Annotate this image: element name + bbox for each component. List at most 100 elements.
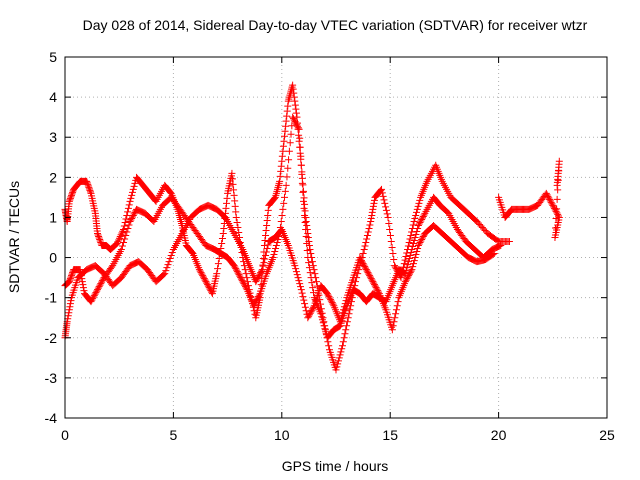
data-point-marker: [205, 284, 213, 292]
data-point-marker: [230, 262, 238, 270]
data-point-marker: [413, 205, 421, 213]
data-point-marker: [545, 194, 553, 202]
data-point-marker: [361, 263, 369, 271]
y-tick-label: 3: [49, 129, 57, 145]
data-point-marker: [131, 179, 139, 187]
data-point-marker: [257, 267, 265, 275]
data-point-marker: [303, 240, 311, 248]
data-point-marker: [283, 173, 291, 181]
data-point-marker: [67, 193, 75, 201]
data-point-marker: [241, 283, 249, 291]
data-point-marker: [199, 273, 207, 281]
data-point-marker: [235, 271, 243, 279]
data-point-marker: [94, 284, 102, 292]
data-point-marker: [165, 258, 173, 266]
data-point-marker: [66, 196, 74, 204]
data-point-marker: [416, 218, 424, 226]
data-point-marker: [301, 218, 309, 226]
data-point-marker: [277, 167, 285, 175]
data-point-marker: [490, 250, 498, 258]
data-point-marker: [309, 305, 317, 313]
data-point-marker: [386, 231, 394, 239]
data-point-marker: [229, 180, 237, 188]
data-point-marker: [250, 302, 258, 310]
data-point-marker: [308, 306, 316, 314]
data-point-marker: [122, 231, 130, 239]
data-point-marker: [65, 278, 73, 286]
data-point-marker: [386, 225, 394, 233]
y-tick-label: 5: [49, 49, 57, 65]
data-point-marker: [84, 180, 92, 188]
data-point-marker: [546, 197, 554, 205]
data-point-marker: [412, 251, 420, 259]
data-point-marker: [285, 147, 293, 155]
data-point-marker: [282, 122, 290, 130]
data-point-marker: [276, 172, 284, 180]
data-point-marker: [299, 181, 307, 189]
data-point-marker: [359, 250, 367, 258]
data-point-marker: [79, 284, 87, 292]
data-point-marker: [403, 275, 411, 283]
data-point-marker: [291, 101, 299, 109]
data-point-marker: [250, 300, 258, 308]
data-point-marker: [310, 289, 318, 297]
data-point-marker: [293, 271, 301, 279]
data-point-marker: [317, 310, 325, 318]
data-point-marker: [375, 288, 383, 296]
data-point-marker: [163, 264, 171, 272]
data-point-marker: [269, 254, 277, 262]
data-point-marker: [167, 252, 175, 260]
data-point-marker: [553, 195, 561, 203]
data-point-marker: [117, 231, 125, 239]
data-point-marker: [297, 152, 305, 160]
data-point-marker: [262, 226, 270, 234]
y-tick-label: 4: [49, 89, 57, 105]
data-point-marker: [405, 272, 413, 280]
data-point-marker: [318, 313, 326, 321]
data-point-marker: [418, 214, 426, 222]
x-tick-label: 20: [491, 427, 507, 443]
data-point-marker: [286, 139, 294, 147]
data-point-marker: [542, 189, 550, 197]
y-tick-label: 1: [49, 209, 57, 225]
data-point-marker: [333, 363, 341, 371]
data-point-marker: [405, 258, 413, 266]
data-point-marker: [64, 312, 72, 320]
data-point-marker: [65, 309, 73, 317]
data-point-marker: [410, 260, 418, 268]
data-point-marker: [363, 267, 371, 275]
data-point-marker: [255, 272, 263, 280]
data-point-marker: [304, 229, 312, 237]
data-point-marker: [214, 265, 222, 273]
data-point-marker: [307, 274, 315, 282]
data-point-marker: [362, 264, 370, 272]
data-point-marker: [220, 224, 228, 232]
data-point-marker: [303, 247, 311, 255]
data-point-marker: [388, 244, 396, 252]
data-point-marker: [126, 197, 134, 205]
data-point-marker: [400, 260, 408, 268]
data-point-marker: [129, 211, 137, 219]
data-point-marker: [420, 211, 428, 219]
data-point-marker: [263, 245, 271, 253]
data-point-marker: [68, 270, 76, 278]
data-point-marker: [278, 211, 286, 219]
data-point-marker: [309, 284, 317, 292]
data-point-marker: [417, 237, 425, 245]
data-point-marker: [309, 262, 317, 270]
data-point-marker: [289, 81, 297, 89]
data-point-marker: [305, 312, 313, 320]
data-point-marker: [127, 216, 135, 224]
data-point-marker: [408, 228, 416, 236]
data-point-marker: [289, 115, 297, 123]
data-point-marker: [264, 211, 272, 219]
data-point-marker: [379, 192, 387, 200]
data-point-marker: [218, 240, 226, 248]
data-point-marker: [83, 177, 91, 185]
data-point-marker: [345, 310, 353, 318]
data-point-marker: [554, 186, 562, 194]
data-point-marker: [414, 202, 422, 210]
data-point-marker: [263, 221, 271, 229]
data-point-marker: [412, 230, 420, 238]
